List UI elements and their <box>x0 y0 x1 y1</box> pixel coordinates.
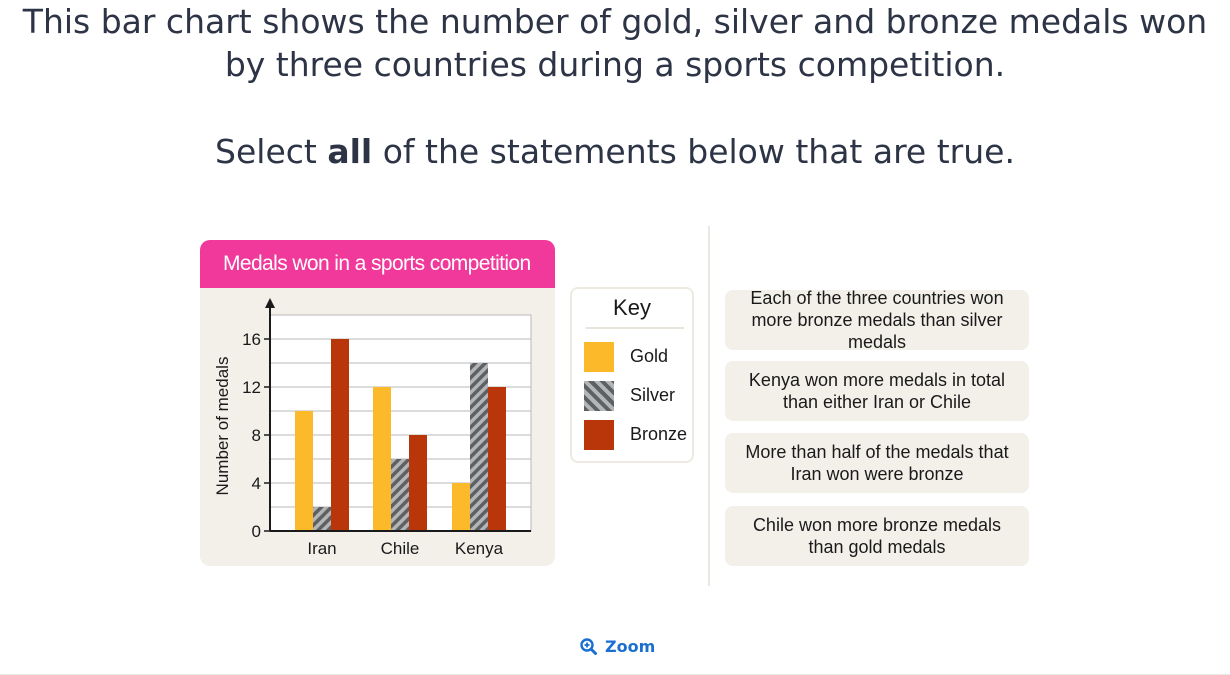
bar-bronze-iran <box>331 339 349 531</box>
x-tick-label: Kenya <box>455 539 504 558</box>
bar-silver-chile <box>391 459 409 531</box>
key-item-bronze: Bronze <box>584 420 694 452</box>
question-text: This bar chart shows the number of gold,… <box>0 0 1230 86</box>
instruction-prefix: Select <box>215 132 328 171</box>
y-tick-label: 16 <box>242 330 261 349</box>
bar-bronze-kenya <box>488 387 506 531</box>
instruction-suffix: of the statements below that are true. <box>372 132 1015 171</box>
key-item-gold: Gold <box>584 342 694 374</box>
bar-gold-chile <box>373 387 391 531</box>
x-tick-label: Chile <box>381 539 420 558</box>
answer-option-1[interactable]: Each of the three countries won more bro… <box>725 288 1029 352</box>
key-label-silver: Silver <box>630 385 676 405</box>
bar-silver-kenya <box>470 363 488 531</box>
key-divider <box>586 327 684 329</box>
x-tick-label: Iran <box>307 539 336 558</box>
zoom-button[interactable]: Zoom <box>580 634 655 658</box>
chart-card: Medals won in a sports competition Iran C… <box>200 240 555 566</box>
answer-option-3[interactable]: More than half of the medals that Iran w… <box>725 433 1029 493</box>
y-tick-label: 8 <box>252 426 261 445</box>
key-label-gold: Gold <box>630 346 669 366</box>
y-tick-label: 0 <box>252 522 261 541</box>
question-line-1: This bar chart shows the number of gold,… <box>22 2 1208 41</box>
instruction: Select all of the statements below that … <box>0 130 1230 173</box>
bar-gold-kenya <box>452 483 470 531</box>
gold-swatch <box>584 342 614 372</box>
answer-option-2[interactable]: Kenya won more medals in total than eith… <box>725 361 1029 421</box>
instruction-emphasis: all <box>327 132 373 171</box>
chart-key: Key Gold Silver Bronze <box>570 287 694 463</box>
answer-option-4[interactable]: Chile won more bronze medals than gold m… <box>725 506 1029 566</box>
bar-silver-iran <box>313 507 331 531</box>
zoom-in-icon <box>580 637 597 655</box>
column-divider <box>708 226 710 586</box>
key-title: Key <box>613 295 651 320</box>
bronze-swatch <box>584 420 614 450</box>
key-label-bronze: Bronze <box>630 424 688 444</box>
bar-chart: Iran Chile Kenya 0 4 8 12 16 Number of medals <box>213 298 532 558</box>
bar-bronze-chile <box>409 435 427 531</box>
y-axis-arrow-icon <box>265 298 275 308</box>
question-line-2: by three countries during a sports compe… <box>224 45 1006 84</box>
silver-swatch <box>584 381 614 411</box>
bar-gold-iran <box>295 411 313 531</box>
chart-title: Medals won in a sports competition <box>200 240 555 288</box>
y-axis-label: Number of medals <box>213 357 232 496</box>
key-item-silver: Silver <box>584 381 694 413</box>
zoom-label: Zoom <box>605 636 656 656</box>
y-tick-label: 12 <box>242 378 261 397</box>
y-tick-label: 4 <box>252 474 261 493</box>
